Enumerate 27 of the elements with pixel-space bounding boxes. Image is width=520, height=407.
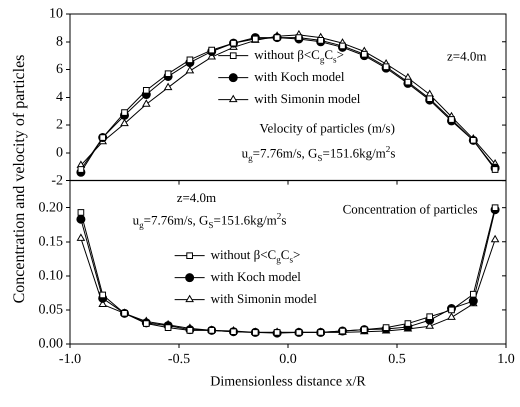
x-tick-label: 0.0	[279, 352, 297, 368]
x-axis-title: Dimensionless distance x/R	[210, 374, 366, 390]
x-tick-label: -0.5	[168, 352, 190, 368]
y-tick-label: 2	[56, 118, 63, 133]
annotation: Concentration of particles	[342, 201, 478, 216]
x-tick-label: -1.0	[58, 352, 82, 368]
y-axis-title: Concentration and velocity of particles	[11, 54, 29, 306]
annotation: z=4.0m	[447, 48, 486, 64]
legend-label: with Koch model	[254, 69, 345, 84]
y-tick-label: 0.05	[38, 302, 63, 318]
y-tick-label: 0.10	[38, 268, 63, 284]
y-tick-label: -2	[51, 173, 63, 188]
annotation: Velocity of particles (m/s)	[260, 120, 395, 136]
x-tick-label: 0.5	[388, 352, 406, 368]
legend-label: with Simonin model	[254, 91, 361, 106]
legend-label: with Simonin model	[210, 291, 318, 306]
y-tick-label: 10	[49, 6, 63, 22]
y-tick-label: 8	[56, 34, 63, 50]
legend-label: with Koch model	[210, 269, 302, 284]
annotation: z=4.0m	[176, 190, 216, 205]
y-tick-label: 0.00	[38, 336, 63, 352]
y-tick-label: 0.15	[38, 234, 63, 250]
y-tick-label: 0	[56, 146, 63, 161]
x-tick-label: 1.0	[497, 352, 515, 368]
y-tick-label: 0.20	[38, 200, 63, 216]
y-tick-label: 4	[56, 90, 63, 105]
y-tick-label: 6	[56, 62, 63, 78]
